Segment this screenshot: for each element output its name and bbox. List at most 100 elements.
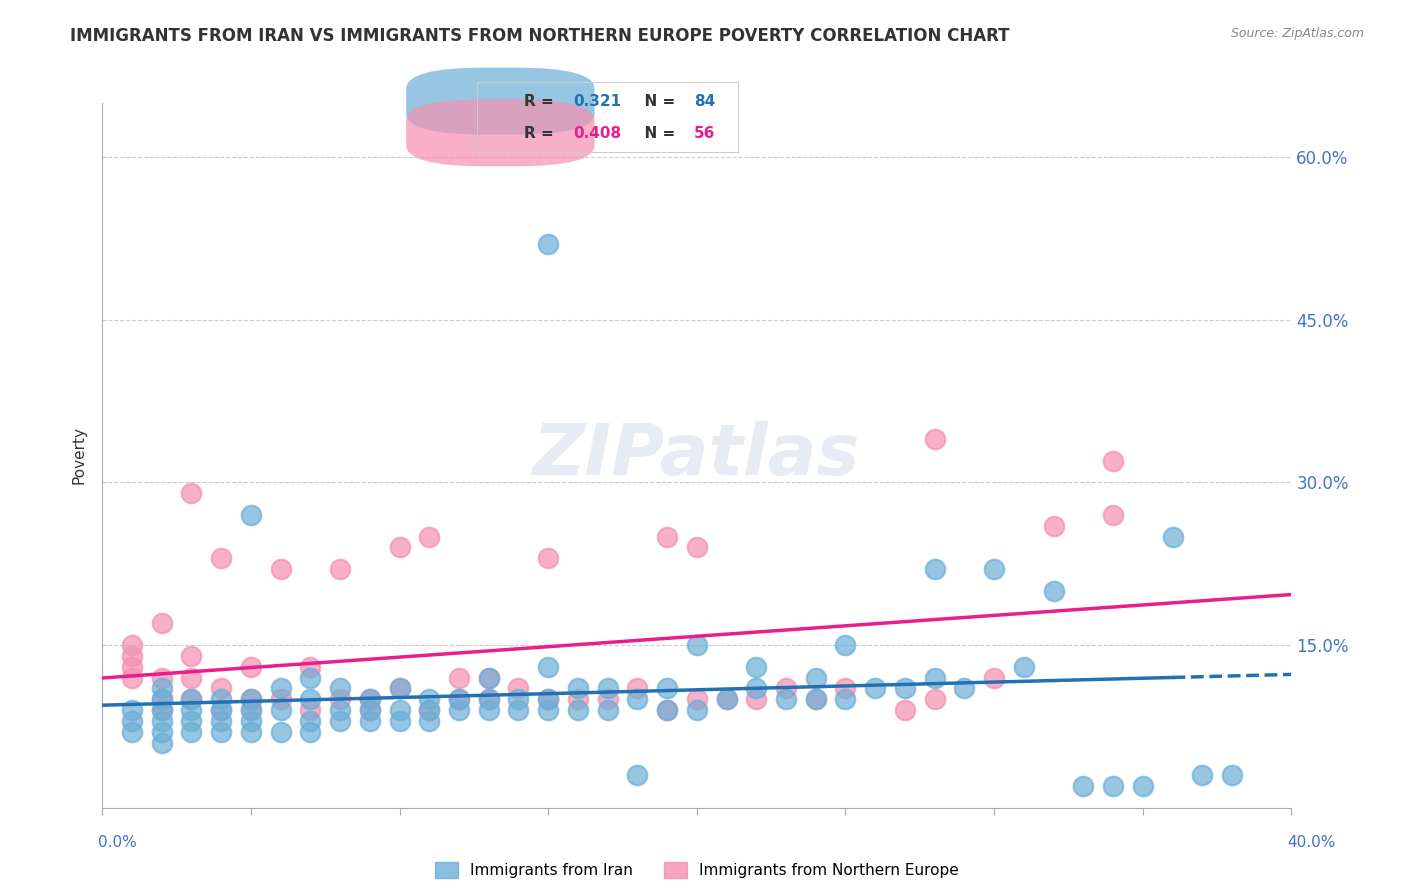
Point	[953, 681, 976, 696]
Point	[924, 432, 946, 446]
Point	[775, 692, 797, 706]
Point	[121, 638, 143, 652]
Point	[418, 692, 440, 706]
Point	[388, 681, 411, 696]
Point	[537, 551, 560, 566]
Point	[596, 681, 619, 696]
Point	[180, 648, 202, 663]
Point	[924, 671, 946, 685]
Point	[1102, 508, 1125, 522]
Point	[388, 714, 411, 728]
Point	[983, 562, 1005, 576]
Point	[209, 724, 232, 739]
Point	[508, 681, 530, 696]
Point	[299, 724, 322, 739]
Point	[239, 714, 262, 728]
Point	[537, 692, 560, 706]
Point	[1161, 530, 1184, 544]
Point	[567, 681, 589, 696]
Point	[180, 692, 202, 706]
Text: 40.0%: 40.0%	[1288, 836, 1336, 850]
Point	[180, 671, 202, 685]
Point	[655, 530, 678, 544]
Point	[716, 692, 738, 706]
Point	[388, 681, 411, 696]
Point	[537, 703, 560, 717]
Text: Source: ZipAtlas.com: Source: ZipAtlas.com	[1230, 27, 1364, 40]
Point	[239, 703, 262, 717]
Point	[894, 703, 917, 717]
Point	[418, 530, 440, 544]
Point	[686, 703, 709, 717]
Point	[924, 692, 946, 706]
Point	[537, 692, 560, 706]
Point	[239, 692, 262, 706]
Point	[359, 692, 381, 706]
Point	[1220, 768, 1243, 782]
Point	[1012, 659, 1035, 673]
Point	[299, 703, 322, 717]
Point	[447, 692, 470, 706]
Text: ZIPatlas: ZIPatlas	[533, 421, 860, 490]
Point	[418, 703, 440, 717]
Point	[626, 692, 648, 706]
Point	[150, 724, 173, 739]
Point	[1073, 779, 1095, 793]
Point	[745, 692, 768, 706]
Point	[447, 671, 470, 685]
Point	[359, 703, 381, 717]
Point	[834, 692, 856, 706]
Point	[716, 692, 738, 706]
Point	[150, 703, 173, 717]
Point	[270, 703, 292, 717]
Point	[121, 659, 143, 673]
Point	[359, 714, 381, 728]
Point	[329, 714, 352, 728]
Point	[209, 551, 232, 566]
Point	[180, 692, 202, 706]
Point	[270, 724, 292, 739]
Point	[150, 703, 173, 717]
Point	[270, 692, 292, 706]
Point	[567, 692, 589, 706]
Point	[834, 681, 856, 696]
Point	[121, 671, 143, 685]
Point	[150, 616, 173, 631]
Point	[239, 692, 262, 706]
Point	[655, 681, 678, 696]
Point	[804, 671, 827, 685]
Point	[270, 562, 292, 576]
Point	[686, 692, 709, 706]
Point	[329, 692, 352, 706]
Point	[834, 638, 856, 652]
Point	[209, 703, 232, 717]
Point	[299, 671, 322, 685]
Point	[121, 703, 143, 717]
Point	[537, 236, 560, 251]
Point	[121, 724, 143, 739]
Point	[209, 714, 232, 728]
Point	[388, 703, 411, 717]
Point	[745, 681, 768, 696]
Point	[508, 703, 530, 717]
Point	[418, 714, 440, 728]
Point	[180, 486, 202, 500]
Point	[150, 681, 173, 696]
Point	[209, 681, 232, 696]
Point	[804, 692, 827, 706]
Point	[388, 541, 411, 555]
Point	[447, 692, 470, 706]
Point	[150, 692, 173, 706]
Point	[775, 681, 797, 696]
Point	[299, 714, 322, 728]
Point	[150, 692, 173, 706]
Point	[329, 703, 352, 717]
Point	[745, 659, 768, 673]
Point	[626, 681, 648, 696]
Text: IMMIGRANTS FROM IRAN VS IMMIGRANTS FROM NORTHERN EUROPE POVERTY CORRELATION CHAR: IMMIGRANTS FROM IRAN VS IMMIGRANTS FROM …	[70, 27, 1010, 45]
Point	[329, 562, 352, 576]
Point	[270, 681, 292, 696]
Point	[1102, 779, 1125, 793]
Point	[329, 681, 352, 696]
Text: 0.0%: 0.0%	[98, 836, 138, 850]
